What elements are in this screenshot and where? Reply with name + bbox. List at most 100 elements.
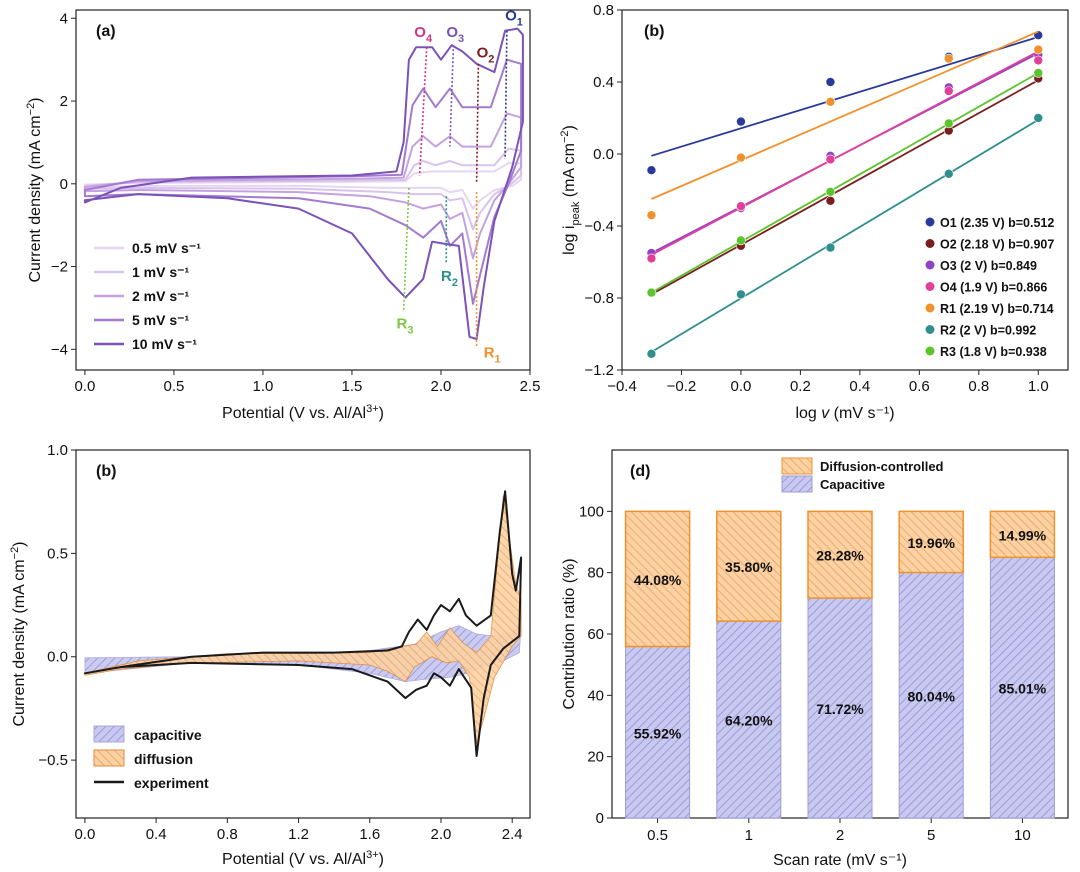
bar-label-diffusion: 44.08%	[634, 572, 682, 588]
y-tick-label: 2	[60, 93, 68, 110]
x-tick-label: 0.0	[74, 826, 95, 843]
legend-label: O1 (2.35 V) b=0.512	[940, 216, 1054, 230]
bar-label-capacitive: 55.92%	[634, 725, 682, 741]
legend-label: diffusion	[134, 751, 193, 767]
bar-diffusion	[624, 510, 691, 648]
y-axis-label-sup: −2	[9, 547, 21, 560]
cv-curve	[83, 27, 524, 340]
peak-label-sub: 3	[458, 33, 464, 45]
legend-label: R2 (2 V) b=0.992	[940, 324, 1036, 338]
y-tick-label: 4	[60, 10, 68, 27]
peak-label: R2	[441, 268, 458, 289]
legend-label: 0.5 mV s⁻¹	[132, 240, 201, 256]
y-axis-label-main: Current density (mA cm	[11, 559, 28, 726]
legend-label: Diffusion-controlled	[820, 459, 944, 474]
y-tick-label: 0	[60, 176, 68, 193]
x-tick-label: 0.5	[647, 827, 668, 844]
panel-label: (b)	[644, 23, 664, 40]
x-tick-label: 2.0	[431, 826, 452, 843]
data-point	[943, 53, 954, 64]
peak-guide-line	[449, 45, 455, 147]
x-tick-label: 0.8	[217, 826, 238, 843]
x-axis-label-main: Potential (V vs. Al/Al	[222, 851, 366, 868]
legend-label: 10 mV s⁻¹	[132, 336, 197, 352]
peak-label: R1	[484, 345, 501, 366]
x-tick-label: 0.0	[74, 378, 95, 395]
legend-label: Capacitive	[820, 477, 885, 492]
y-axis-label: log ipeak (mA cm−2)	[559, 125, 582, 255]
panel-label: (d)	[630, 463, 650, 480]
fit-line	[651, 50, 1039, 256]
data-point	[825, 196, 836, 206]
y-axis-label-end: )	[11, 541, 28, 546]
bar-diffusion	[807, 510, 873, 599]
peak-label: O3	[446, 24, 464, 45]
x-tick-label: 0.0	[731, 378, 752, 395]
data-point	[825, 187, 836, 197]
bar-label-capacitive: 80.04%	[907, 688, 955, 704]
data-point	[646, 253, 657, 264]
x-tick-label: 2.5	[520, 378, 541, 395]
legend-swatch	[93, 725, 125, 743]
y-tick-label: 40	[587, 687, 604, 704]
data-point	[646, 287, 657, 298]
plot-frame	[75, 449, 531, 819]
legend-label: capacitive	[134, 727, 202, 743]
y-tick-label: 0.5	[47, 545, 68, 562]
x-axis-label-end: )	[379, 851, 384, 868]
y-tick-label: 0.4	[593, 74, 614, 91]
data-point	[646, 210, 657, 220]
plot-frame	[621, 9, 1069, 371]
y-axis-label: Contribution ratio (%)	[561, 558, 578, 709]
bar-label-capacitive: 71.72%	[816, 701, 864, 717]
x-tick-label: 0.4	[146, 826, 167, 843]
x-tick-label: 0.2	[790, 378, 811, 395]
y-axis-label-main: log i	[561, 226, 578, 255]
y-tick-label: 60	[587, 626, 604, 643]
y-tick-label: −4	[51, 341, 68, 358]
x-tick-label: 1	[745, 827, 753, 844]
x-axis-label: Scan rate (mV s⁻¹)	[773, 852, 907, 869]
legend-swatch	[93, 749, 125, 767]
bar-label-capacitive: 85.01%	[999, 681, 1047, 697]
x-tick-label: 2	[836, 827, 844, 844]
fit-line	[650, 72, 1039, 294]
x-axis-label: Potential (V vs. Al/Al3+)	[222, 403, 384, 422]
x-axis-label-post: (mV s⁻¹)	[829, 405, 894, 422]
x-tick-label: 0.8	[968, 378, 989, 395]
bar-label-diffusion: 35.80%	[725, 559, 773, 575]
data-point	[736, 201, 746, 211]
x-axis-label-italic: v	[821, 405, 830, 422]
bar-capacitive	[625, 646, 691, 819]
legend-label: O4 (1.9 V) b=0.866	[940, 281, 1047, 295]
data-point	[943, 169, 954, 179]
y-tick-label: 0.0	[593, 146, 614, 163]
y-tick-label: 0.8	[593, 2, 614, 19]
x-tick-label: 2.4	[502, 826, 523, 843]
y-axis-label-end: (mA cm	[561, 143, 578, 202]
x-tick-label: 10	[1014, 827, 1031, 844]
peak-label-letter: O	[477, 45, 489, 62]
x-axis-label-pre: log	[795, 405, 821, 422]
x-axis-label-main: Potential (V vs. Al/Al	[222, 405, 366, 422]
panel-d-chart: 0 20 40 60 80 100 0.5 55.92% 44.08% 1 64.20% 35.80%…	[561, 449, 1069, 869]
y-tick-label: −0.5	[38, 752, 68, 769]
legend-label: R3 (1.8 V) b=0.938	[940, 345, 1047, 359]
peak-label-sub: 2	[488, 54, 494, 66]
y-axis-label: Current density (mA cm−2)	[25, 97, 44, 282]
data-point	[736, 289, 746, 300]
legend-label: 2 mV s⁻¹	[132, 288, 190, 304]
panel-b-chart: −0.4 −0.2 0.0 0.2 0.4 0.6 0.8 1.0 −1.2 −0.8 −0.4 0.…	[559, 2, 1069, 422]
x-tick-label: −0.4	[607, 378, 637, 395]
peak-label: O2	[477, 45, 495, 66]
legend-swatch	[925, 260, 935, 270]
legend-swatch	[925, 217, 935, 227]
y-tick-label: −1.2	[584, 362, 614, 379]
x-tick-label: 0.6	[909, 378, 930, 395]
legend-swatch	[781, 475, 813, 493]
bar-capacitive	[989, 556, 1055, 819]
y-tick-label: −2	[51, 259, 68, 276]
x-axis-label-end: )	[379, 405, 384, 422]
